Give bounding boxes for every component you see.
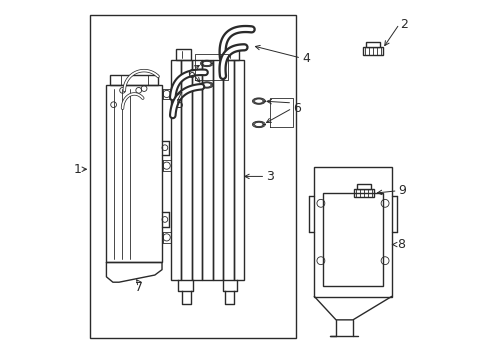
Text: 9: 9 [398, 184, 406, 197]
Bar [176, 49, 190, 60]
Bar [223, 60, 234, 280]
Bar [362, 47, 382, 55]
Text: 8: 8 [396, 238, 404, 251]
Text: 6: 6 [292, 102, 300, 115]
Bar [323, 193, 382, 286]
Bar [106, 85, 162, 262]
Bar [181, 60, 192, 280]
Text: 6: 6 [187, 68, 195, 81]
Bar [224, 49, 239, 60]
Bar [171, 60, 181, 280]
Bar [192, 60, 202, 280]
Bar [202, 60, 213, 280]
Bar [90, 15, 296, 338]
Text: 7: 7 [134, 281, 142, 294]
Text: 4: 4 [301, 51, 309, 64]
Bar [213, 60, 223, 280]
Bar [314, 167, 391, 297]
Text: 1: 1 [74, 163, 82, 176]
Bar [356, 184, 370, 189]
Bar [365, 42, 379, 47]
Text: 2: 2 [400, 18, 407, 31]
Bar [110, 75, 158, 85]
Text: 3: 3 [265, 170, 273, 183]
Bar [234, 60, 244, 280]
Text: 5: 5 [176, 98, 184, 111]
Bar [353, 189, 373, 197]
